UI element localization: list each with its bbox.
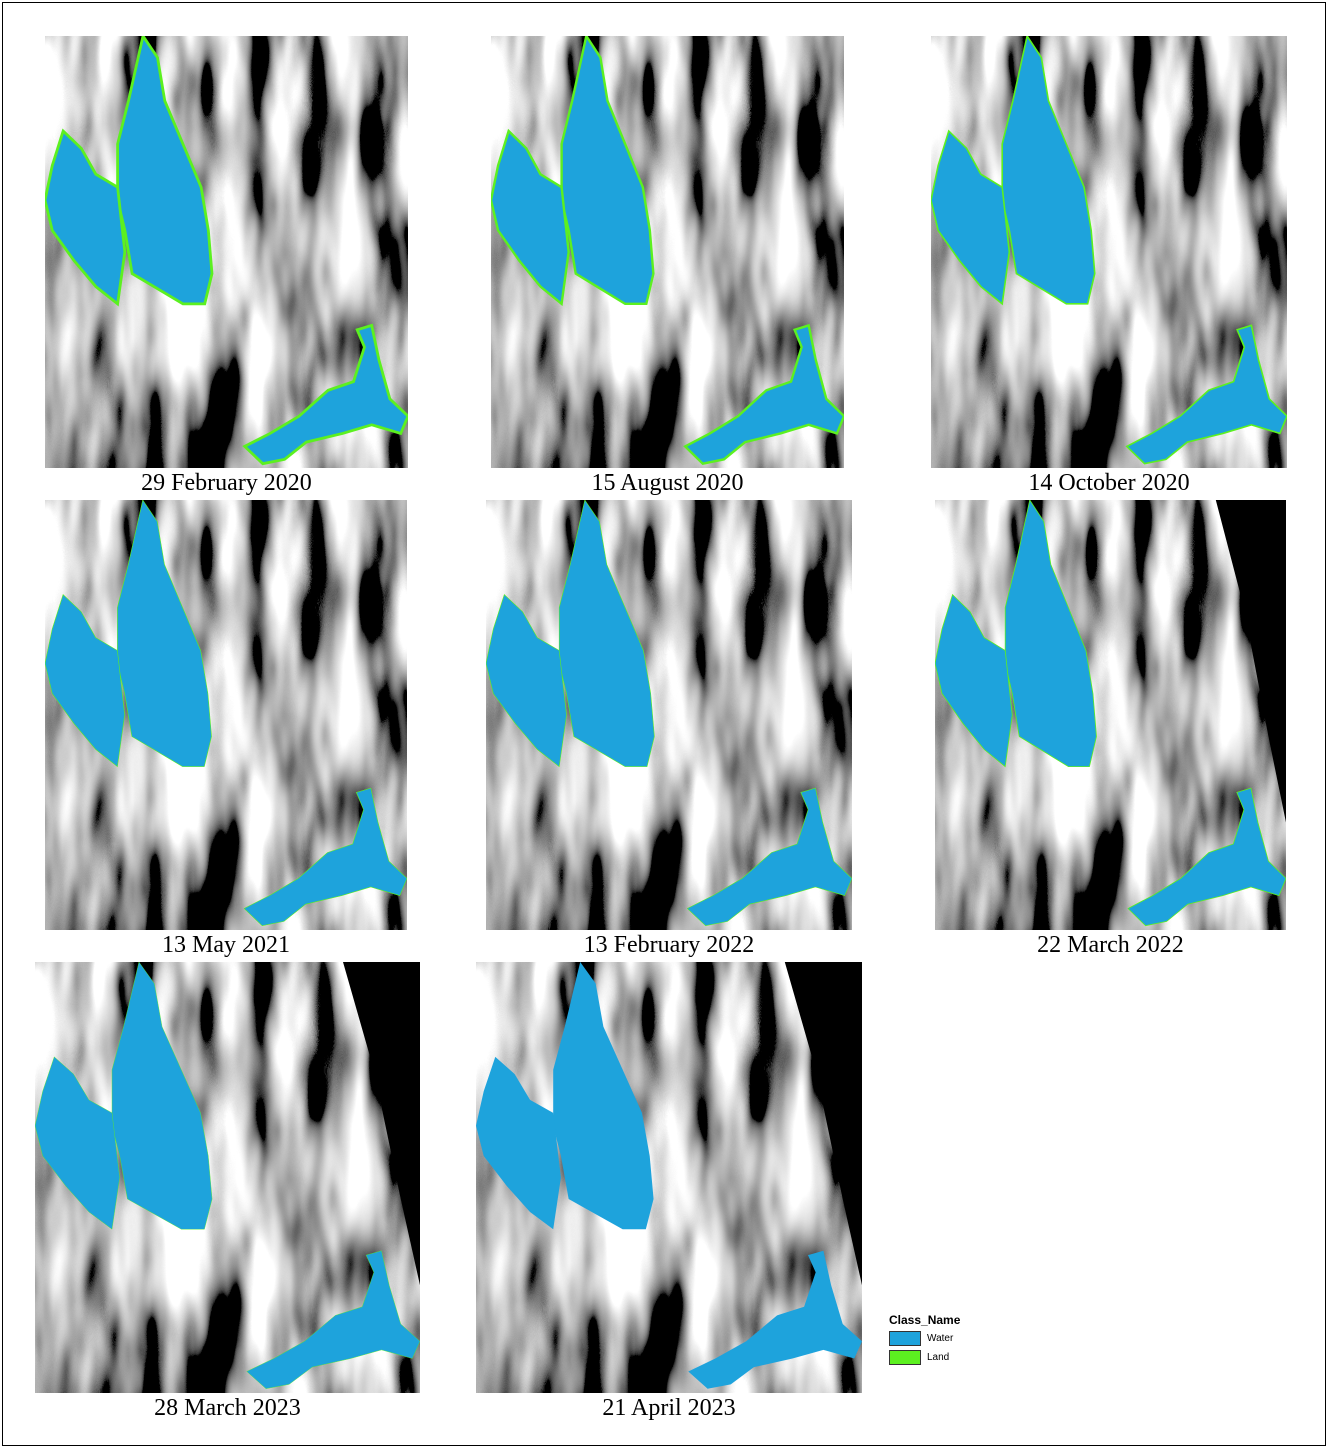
sar-image xyxy=(45,500,407,930)
sar-image xyxy=(35,962,420,1393)
caption: 29 February 2020 xyxy=(45,470,408,497)
caption: 21 April 2023 xyxy=(476,1395,862,1422)
legend-item: Land xyxy=(889,1350,960,1365)
legend: Class_Name Water Land xyxy=(889,1313,960,1365)
legend-label: Land xyxy=(927,1352,949,1363)
legend-label: Water xyxy=(927,1333,953,1344)
sar-image xyxy=(935,500,1286,930)
sar-image xyxy=(45,36,408,468)
sar-image xyxy=(476,962,862,1393)
caption: 28 March 2023 xyxy=(35,1395,420,1422)
legend-swatch xyxy=(889,1331,921,1346)
caption: 13 February 2022 xyxy=(486,932,852,959)
legend-title: Class_Name xyxy=(889,1313,960,1327)
caption: 22 March 2022 xyxy=(935,932,1286,959)
caption: 13 May 2021 xyxy=(45,932,407,959)
legend-item: Water xyxy=(889,1331,960,1346)
legend-swatch xyxy=(889,1350,921,1365)
figure: Class_Name Water Land 29 February 2020 15… xyxy=(0,0,1330,1450)
caption: 15 August 2020 xyxy=(491,470,844,497)
sar-image xyxy=(486,500,852,930)
sar-image xyxy=(931,36,1287,468)
sar-image xyxy=(491,36,844,468)
caption: 14 October 2020 xyxy=(931,470,1287,497)
